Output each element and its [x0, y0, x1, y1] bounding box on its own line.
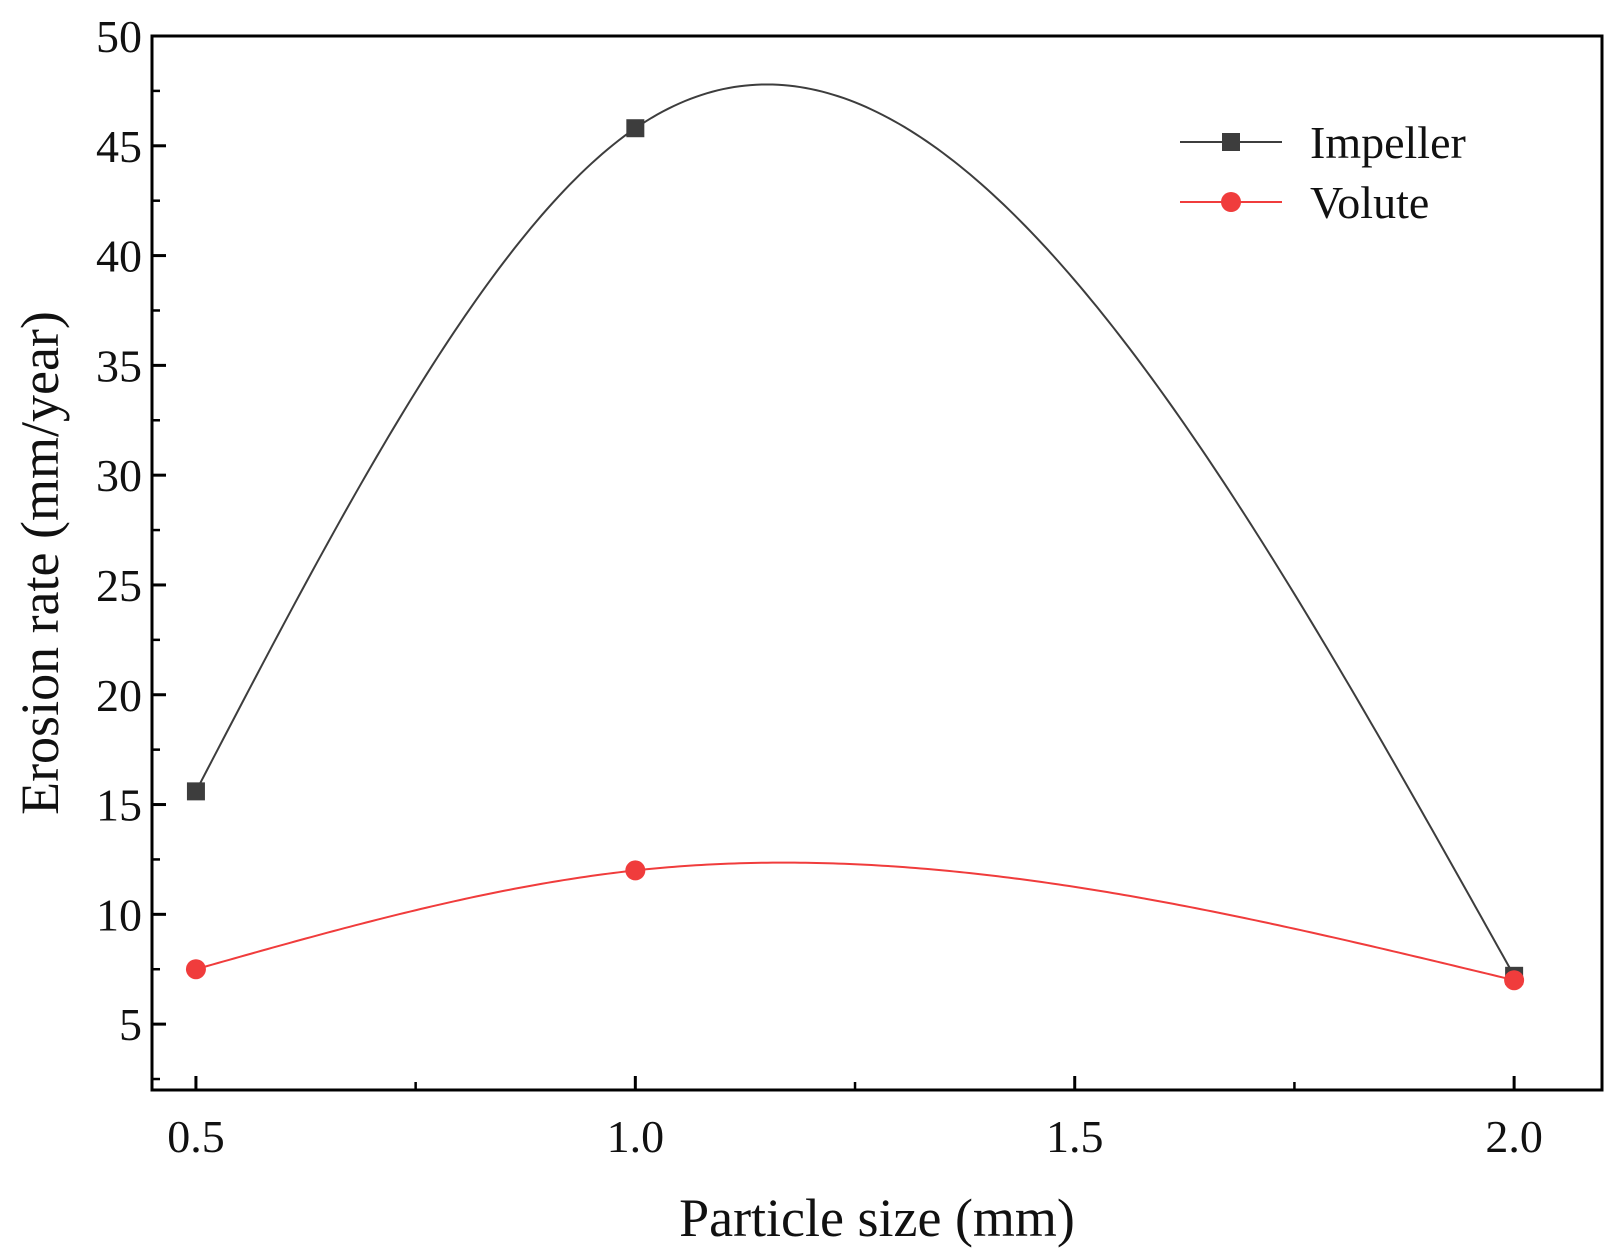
y-tick-label: 25 [96, 560, 142, 611]
data-point-impeller [186, 782, 205, 801]
legend: Impeller Volute [1180, 117, 1466, 228]
y-tick-label: 20 [96, 670, 142, 721]
y-tick-label: 35 [96, 340, 142, 391]
axis-ticks: 0.5 1.0 1.5 2.0 5 10 15 20 25 30 35 40 45 50 [96, 11, 1543, 1162]
y-tick-label: 40 [96, 231, 142, 282]
x-tick-label: 2.0 [1485, 1111, 1543, 1162]
legend-marker-volute [1221, 192, 1241, 212]
plot-frame [150, 34, 1604, 1092]
x-tick-label: 1.0 [607, 1111, 665, 1162]
y-tick-label: 30 [96, 450, 142, 501]
legend-marker-impeller [1222, 133, 1240, 151]
series-markers [185, 119, 1525, 991]
y-tick-label: 15 [96, 780, 142, 831]
data-point-volute [625, 860, 646, 881]
y-tick-label: 5 [119, 999, 142, 1050]
series-curves [195, 83, 1515, 982]
series-line-impeller [195, 83, 1515, 977]
series-line-volute [195, 861, 1515, 982]
y-axis-title: Erosion rate (mm/year) [10, 311, 70, 815]
legend-label-impeller: Impeller [1310, 117, 1466, 168]
data-point-impeller [626, 119, 645, 138]
legend-label-volute: Volute [1310, 177, 1429, 228]
y-tick-label: 50 [96, 11, 142, 62]
y-tick-label: 10 [96, 889, 142, 940]
x-tick-label: 0.5 [167, 1111, 225, 1162]
data-point-volute [185, 959, 206, 980]
x-axis-title: Particle size (mm) [679, 1188, 1075, 1248]
y-tick-label: 45 [96, 121, 142, 172]
data-point-volute [1504, 970, 1525, 991]
x-tick-label: 1.5 [1046, 1111, 1104, 1162]
